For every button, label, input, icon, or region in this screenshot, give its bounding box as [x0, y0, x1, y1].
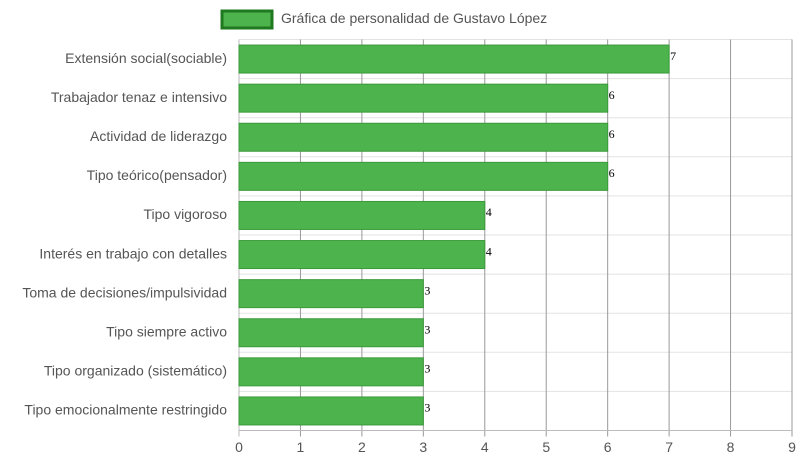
legend-label: Gráfica de personalidad de Gustavo López: [281, 10, 547, 26]
y-tick-label: Toma de decisiones/impulsividad: [22, 284, 227, 300]
x-tick-label: 2: [358, 439, 366, 455]
x-tick-label: 3: [419, 439, 427, 455]
value-label: 4: [486, 205, 492, 219]
value-label: 4: [486, 244, 492, 258]
y-tick-label: Tipo siempre activo: [106, 323, 227, 339]
y-tick-label: Interés en trabajo con detalles: [39, 245, 227, 261]
value-label: 3: [424, 323, 430, 337]
x-tick-label: 0: [235, 439, 243, 455]
y-tick-label: Trabajador tenaz e intensivo: [51, 89, 227, 105]
value-label: 6: [609, 88, 615, 102]
value-label: 6: [609, 166, 615, 180]
bar: [238, 44, 670, 74]
x-tick-label: 4: [481, 439, 489, 455]
x-tick-label: 1: [297, 439, 305, 455]
x-tick-label: 6: [604, 439, 612, 455]
value-label: 6: [609, 127, 615, 141]
y-tick-label: Tipo organizado (sistemático): [44, 363, 227, 379]
bar: [238, 83, 609, 113]
bar: [238, 161, 609, 191]
value-label: 3: [424, 283, 430, 297]
x-tick-label: 5: [542, 439, 550, 455]
bar: [238, 122, 609, 152]
y-tick-label: Tipo vigoroso: [143, 206, 227, 222]
legend-swatch: [220, 9, 274, 30]
value-label: 3: [424, 362, 430, 376]
bar: [238, 318, 424, 348]
y-tick-label: Actividad de liderazgo: [90, 128, 227, 144]
value-label: 7: [670, 49, 676, 63]
x-tick-label: 8: [727, 439, 735, 455]
y-tick-label: Tipo emocionalmente restringido: [24, 402, 227, 418]
bar: [238, 396, 424, 426]
bar: [238, 357, 424, 387]
y-tick-label: Tipo teórico(pensador): [87, 167, 227, 183]
x-tick-label: 7: [665, 439, 673, 455]
y-tick-label: Extensión social(sociable): [65, 50, 227, 66]
bar: [238, 240, 486, 270]
bar: [238, 200, 486, 230]
bar: [238, 279, 424, 309]
x-tick-label: 9: [788, 439, 796, 455]
value-label: 3: [424, 401, 430, 415]
